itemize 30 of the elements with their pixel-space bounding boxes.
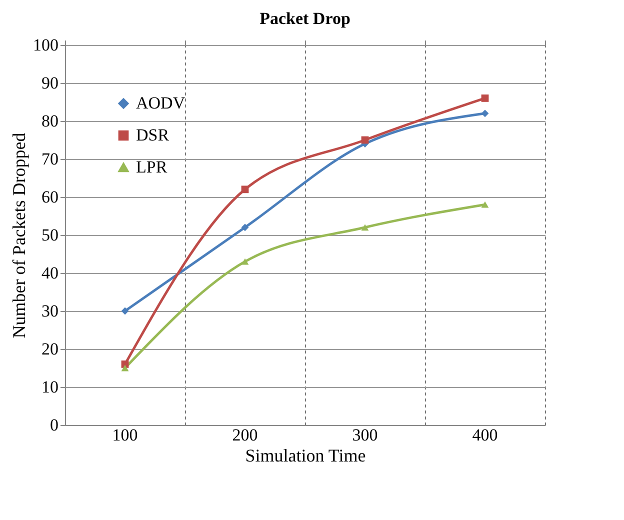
- y-tick-label: 0: [50, 416, 58, 434]
- point: [241, 224, 249, 232]
- point: [121, 307, 129, 315]
- y-tick-label: 90: [42, 74, 58, 92]
- y-tick-label: 40: [42, 264, 58, 282]
- point: [241, 186, 249, 194]
- x-axis-title: Simulation Time: [245, 446, 366, 466]
- y-tick-label: 100: [33, 36, 58, 54]
- point: [241, 258, 249, 265]
- y-tick-label: 20: [42, 340, 58, 358]
- y-tick-label: 70: [42, 150, 58, 168]
- point: [361, 224, 369, 231]
- y-axis-title: Number of Packets Dropped: [9, 132, 29, 338]
- y-tick-label: 10: [42, 378, 58, 396]
- point: [121, 364, 129, 372]
- y-tick-label: 50: [42, 226, 58, 244]
- point: [481, 94, 489, 102]
- x-tick-label: 300: [352, 426, 378, 444]
- legend-label: LPR: [136, 158, 168, 176]
- legend-label: AODV: [136, 94, 186, 112]
- legend-label: DSR: [136, 126, 170, 144]
- x-tick-label: 400: [472, 426, 498, 444]
- x-tick-label: 200: [232, 426, 258, 444]
- y-tick-label: 80: [42, 112, 58, 130]
- y-tick-label: 60: [42, 188, 58, 206]
- point: [481, 201, 489, 208]
- chart-title: Packet Drop: [260, 9, 350, 28]
- x-tick-label: 100: [112, 426, 138, 444]
- y-tick-label: 30: [42, 302, 58, 320]
- point: [481, 110, 489, 118]
